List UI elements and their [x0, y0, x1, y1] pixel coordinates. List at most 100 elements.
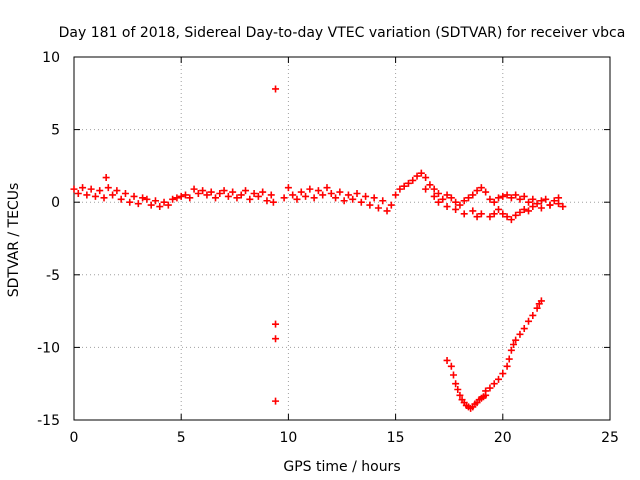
data-point	[126, 198, 134, 206]
y-tick-label: 10	[42, 50, 60, 66]
data-point	[272, 397, 280, 405]
data-point	[344, 191, 352, 199]
data-point	[400, 182, 408, 190]
x-tick-label: 0	[70, 430, 79, 446]
data-point	[434, 198, 442, 206]
data-point	[469, 207, 477, 215]
data-point	[443, 203, 451, 211]
data-point	[529, 203, 537, 211]
data-point	[237, 191, 245, 199]
data-point	[186, 194, 194, 202]
data-point	[323, 184, 331, 192]
data-point	[143, 195, 151, 203]
data-point	[269, 198, 277, 206]
data-point	[70, 185, 78, 193]
data-point	[417, 169, 425, 177]
data-point	[130, 192, 138, 200]
data-point	[495, 205, 503, 213]
data-point	[396, 185, 404, 193]
data-point	[486, 195, 494, 203]
data-point	[229, 188, 237, 196]
data-point	[520, 205, 528, 213]
data-point	[533, 304, 541, 312]
data-point	[374, 204, 382, 212]
data-point	[512, 336, 520, 344]
data-point	[550, 197, 558, 205]
x-tick-label: 10	[279, 430, 297, 446]
x-axis-label: GPS time / hours	[283, 459, 400, 475]
data-point	[464, 194, 472, 202]
data-point	[525, 198, 533, 206]
data-point	[104, 184, 112, 192]
data-point	[259, 188, 267, 196]
data-point	[203, 191, 211, 199]
data-point	[434, 189, 442, 197]
data-point	[533, 200, 541, 208]
data-point	[477, 210, 485, 218]
data-point	[439, 195, 447, 203]
data-point	[121, 189, 129, 197]
x-tick-label: 5	[177, 430, 186, 446]
data-point	[263, 197, 271, 205]
y-tick-label: 0	[51, 195, 60, 211]
data-point	[482, 188, 490, 196]
data-point	[454, 386, 462, 394]
data-point	[512, 211, 520, 219]
data-point	[507, 346, 515, 354]
chart-title: Day 181 of 2018, Sidereal Day-to-day VTE…	[59, 25, 626, 41]
data-point	[100, 194, 108, 202]
data-point	[520, 192, 528, 200]
plot-frame	[73, 56, 611, 421]
data-point	[520, 325, 528, 333]
data-point	[529, 311, 537, 319]
data-point	[383, 207, 391, 215]
data-point	[537, 197, 545, 205]
data-point	[302, 192, 310, 200]
data-point	[482, 387, 490, 395]
data-point	[505, 355, 513, 363]
data-point	[507, 216, 515, 224]
data-point	[207, 188, 215, 196]
data-point	[310, 194, 318, 202]
data-point	[327, 189, 335, 197]
data-point	[349, 195, 357, 203]
series-outliers	[272, 85, 280, 405]
data-point	[147, 201, 155, 209]
data-point	[220, 187, 228, 195]
data-point	[366, 201, 374, 209]
series-main-band	[70, 169, 567, 215]
data-point	[280, 194, 288, 202]
data-point	[404, 179, 412, 187]
data-point	[113, 187, 121, 195]
data-point	[297, 188, 305, 196]
data-point	[529, 195, 537, 203]
data-point	[503, 362, 511, 370]
data-point	[177, 192, 185, 200]
data-point	[503, 191, 511, 199]
data-point	[267, 191, 275, 199]
data-point	[139, 194, 147, 202]
data-point	[79, 184, 87, 192]
data-point	[486, 384, 494, 392]
data-point	[284, 184, 292, 192]
data-point	[430, 192, 438, 200]
data-point	[452, 380, 460, 388]
data-point	[542, 195, 550, 203]
data-point	[102, 174, 110, 182]
data-point	[499, 210, 507, 218]
y-axis-label: SDTVAR / TECUs	[6, 183, 22, 298]
data-point	[272, 85, 280, 93]
data-point	[164, 201, 172, 209]
data-point	[134, 200, 142, 208]
data-point	[353, 189, 361, 197]
data-point	[512, 191, 520, 199]
data-point	[537, 297, 545, 305]
y-tick-label: 5	[51, 123, 60, 139]
data-point	[490, 198, 498, 206]
data-point	[452, 198, 460, 206]
data-point	[293, 195, 301, 203]
data-point	[332, 194, 340, 202]
data-point	[199, 187, 207, 195]
data-point	[336, 188, 344, 196]
